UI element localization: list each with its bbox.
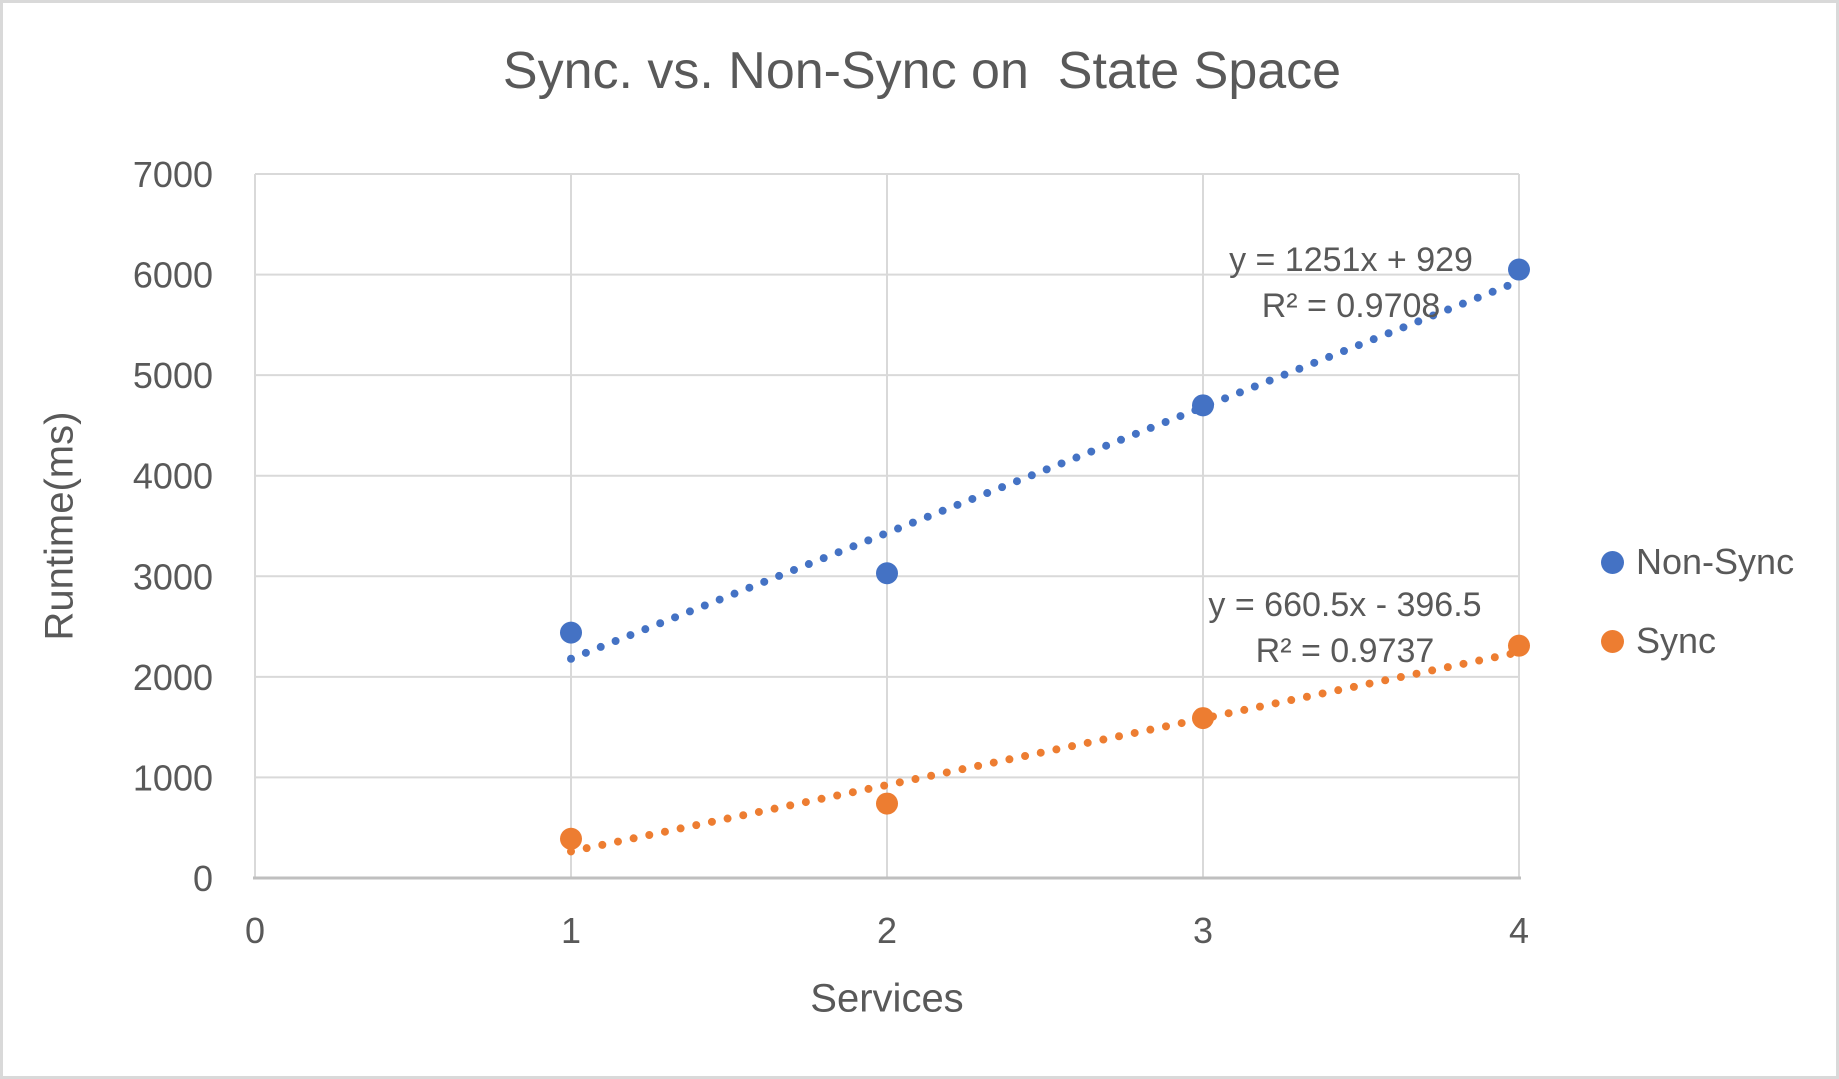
- legend-label-sync: Sync: [1636, 620, 1717, 661]
- y-tick-label-0: 0: [193, 858, 213, 899]
- marker-sync-4: [1508, 634, 1530, 657]
- marker-non-sync-3: [1192, 394, 1214, 417]
- y-tick-label-7000: 7000: [133, 154, 213, 195]
- x-tick-label-4: 4: [1509, 910, 1529, 951]
- legend-item-non-sync: Non-Sync: [1601, 541, 1794, 583]
- y-tick-label-2000: 2000: [133, 657, 213, 698]
- x-axis-title: Services: [810, 976, 964, 1021]
- x-tick-label-3: 3: [1193, 910, 1213, 951]
- x-tick-label-0: 0: [245, 910, 265, 951]
- trendline-r2-sync: R² = 0.9737: [1255, 632, 1435, 670]
- legend-marker-sync-icon: [1601, 629, 1624, 653]
- marker-non-sync-4: [1508, 258, 1530, 281]
- legend-marker-non-sync-icon: [1601, 550, 1624, 574]
- trendline-equation-non-sync: y = 1251x + 929: [1229, 241, 1473, 279]
- chart-title: Sync. vs. Non-Sync on State Space: [502, 42, 1342, 100]
- marker-non-sync-1: [560, 621, 582, 644]
- y-tick-label-4000: 4000: [133, 456, 213, 497]
- trendline-annotation-non-sync: y = 1251x + 929 R² = 0.9708: [1229, 237, 1473, 329]
- marker-sync-2: [876, 792, 898, 815]
- trendline-equation-sync: y = 660.5x - 396.5: [1208, 586, 1482, 624]
- trendline-sync: [567, 648, 1523, 856]
- x-tick-label-1: 1: [561, 910, 581, 951]
- trendline-r2-non-sync: R² = 0.9708: [1261, 287, 1441, 325]
- y-axis-title: Runtime(ms): [37, 411, 82, 641]
- trendline-non-sync: [567, 277, 1523, 663]
- marker-non-sync-2: [876, 562, 898, 585]
- x-tick-label-2: 2: [877, 910, 897, 951]
- legend-item-sync: Sync: [1601, 620, 1716, 662]
- y-tick-label-3000: 3000: [133, 556, 213, 597]
- legend-label-non-sync: Non-Sync: [1636, 541, 1795, 582]
- y-tick-label-5000: 5000: [133, 355, 213, 396]
- y-tick-label-1000: 1000: [133, 757, 213, 798]
- y-tick-label-6000: 6000: [133, 255, 213, 296]
- marker-sync-3: [1192, 707, 1214, 730]
- plot-area: 0 1000 2000 3000 4000 5000 6000 7000 0 1 2 3 4: [133, 154, 1530, 951]
- marker-sync-1: [560, 827, 582, 850]
- trendline-annotation-sync: y = 660.5x - 396.5 R² = 0.9737: [1208, 582, 1481, 674]
